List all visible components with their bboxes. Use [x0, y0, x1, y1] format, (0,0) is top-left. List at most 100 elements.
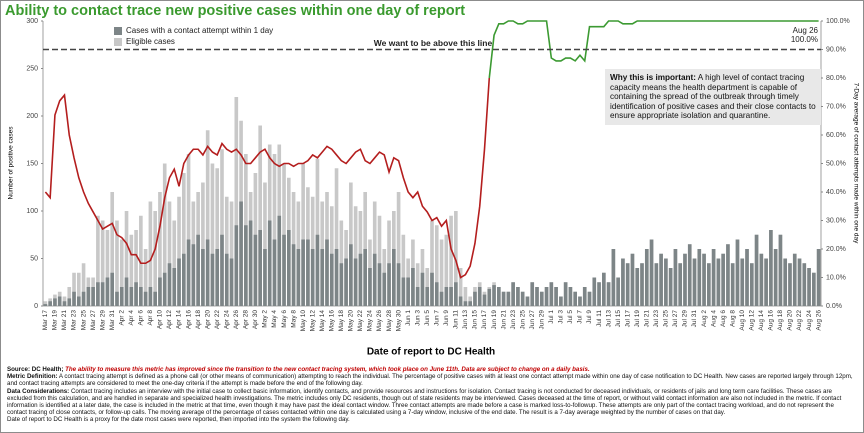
x-tick-label: May 8 [290, 310, 297, 328]
bar [224, 196, 229, 306]
bar [415, 287, 420, 306]
legend-label: Cases with a contact attempt within 1 da… [126, 26, 273, 35]
bar [148, 287, 153, 306]
bar [425, 287, 430, 306]
x-tick-label: Jul 9 [586, 310, 593, 324]
x-tick-label: Aug 20 [787, 310, 794, 331]
bar [687, 244, 692, 306]
bar [167, 201, 172, 306]
bar [258, 125, 262, 306]
y2-tick-label: 80.0% [826, 75, 846, 82]
bar [320, 249, 325, 306]
bar [201, 249, 205, 306]
x-tick-label: Mar 23 [71, 310, 78, 331]
x-tick-label: Aug 24 [806, 310, 813, 331]
bar [334, 249, 339, 306]
bar [797, 258, 802, 306]
legend-swatch [114, 27, 122, 35]
x-tick-label: Aug 18 [777, 310, 784, 331]
x-tick-label: Apr 14 [176, 310, 183, 330]
x-tick-label: Aug 14 [758, 310, 765, 331]
x-tick-label: Apr 2 [118, 310, 125, 326]
bar [473, 291, 477, 306]
legend-swatch [114, 38, 122, 46]
x-tick-label: Jul 29 [682, 310, 689, 328]
x-tick-label: Jul 11 [596, 310, 603, 327]
bar [43, 304, 48, 306]
bar [134, 230, 138, 306]
bar [115, 220, 119, 306]
bar [277, 215, 282, 306]
x-tick-label: Aug 12 [749, 310, 756, 331]
bar [401, 234, 406, 306]
bar [621, 258, 625, 306]
x-tick-label: Apr 4 [128, 310, 135, 326]
bar [635, 268, 640, 306]
bar [353, 258, 358, 306]
bar [387, 263, 391, 306]
bar [401, 277, 406, 306]
bar [291, 244, 296, 306]
footnote: Source: DC Health; The ability to measur… [7, 366, 855, 373]
bar [563, 282, 568, 306]
bar [220, 234, 224, 306]
bar [559, 296, 563, 306]
y2-tick-label: 90.0% [826, 46, 846, 53]
x-tick-label: Aug 16 [768, 310, 775, 331]
bar [406, 277, 410, 306]
bar [520, 291, 525, 306]
x-tick-label: May 30 [395, 310, 402, 332]
bar [358, 253, 363, 306]
bar [740, 258, 745, 306]
y2-tick-label: 0.0% [826, 303, 842, 310]
bar [788, 263, 792, 306]
x-tick-label: Jul 25 [663, 310, 670, 328]
bar [76, 272, 81, 306]
bar [778, 234, 783, 306]
bar [349, 244, 353, 306]
bar [258, 230, 262, 306]
x-tick-label: Aug 6 [720, 310, 727, 327]
y-tick-label: 50 [30, 255, 38, 262]
x-tick-label: Mar 21 [61, 310, 68, 331]
bar [91, 287, 95, 306]
bar [659, 253, 663, 306]
bar [439, 291, 444, 306]
bar [215, 249, 220, 306]
x-tick-label: Jun 3 [414, 310, 421, 326]
x-tick-label: Aug 10 [739, 310, 746, 331]
bar [726, 244, 730, 306]
x-tick-label: Apr 24 [223, 310, 230, 330]
bar [81, 291, 86, 306]
footer: Source: DC Health; The ability to measur… [7, 366, 855, 424]
bar [363, 249, 367, 306]
bar [535, 287, 539, 306]
bar [129, 234, 134, 306]
y-axis-title: Number of positive cases [8, 126, 15, 200]
bar [434, 282, 439, 306]
bar [143, 249, 148, 306]
bar [301, 163, 305, 306]
bar [143, 291, 148, 306]
footnote-label: Source: DC Health; [7, 366, 64, 373]
note-heading: Why this is important: [610, 73, 696, 82]
bar [396, 263, 401, 306]
bar [573, 291, 578, 306]
x-tick-label: May 12 [309, 310, 316, 332]
x-tick-label: Jul 19 [634, 310, 641, 328]
bar [72, 291, 76, 306]
note-box: Why this is important: A high level of c… [605, 69, 821, 125]
bar [186, 154, 191, 306]
x-tick-label: Jun 27 [529, 310, 536, 330]
bar [444, 287, 449, 306]
bar [119, 287, 124, 306]
bar [86, 287, 91, 306]
x-tick-label: May 6 [281, 310, 288, 328]
bar [501, 291, 506, 306]
x-tick-label: Jul 23 [653, 310, 660, 328]
bar [783, 258, 788, 306]
footnote: Data Considerations: Contact tracing inc… [7, 388, 855, 417]
bar [377, 215, 382, 306]
bar [544, 287, 549, 306]
bar [76, 296, 81, 306]
